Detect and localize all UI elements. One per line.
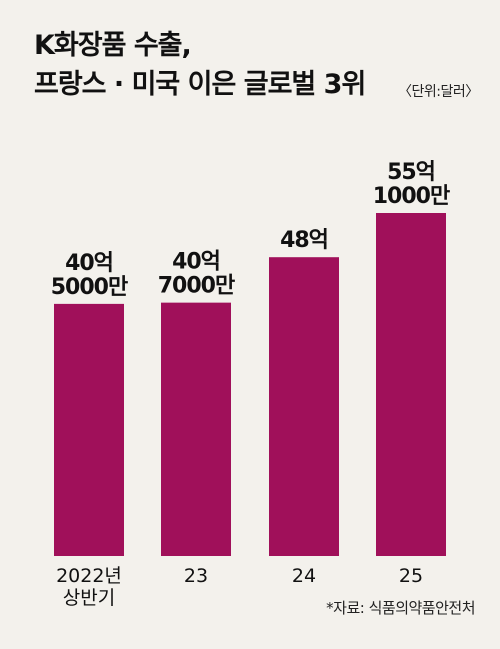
unit-note: 〈단위:달러〉 bbox=[398, 84, 479, 100]
bar-0 bbox=[54, 303, 124, 556]
source-note: *자료: 식품의약품안전처 bbox=[326, 599, 475, 617]
data-label-0-0: 40억 bbox=[65, 251, 113, 276]
data-label-1-1: 7000만 bbox=[158, 274, 235, 299]
data-label-3-0: 55억 bbox=[387, 160, 435, 185]
x-tick-label-0-1: 상반기 bbox=[63, 587, 115, 609]
bar-3 bbox=[376, 213, 446, 556]
x-tick-label-1-0: 23 bbox=[184, 565, 208, 587]
bar-1 bbox=[161, 302, 231, 556]
x-tick-label-3-0: 25 bbox=[399, 565, 423, 587]
data-label-2-0: 48억 bbox=[280, 228, 328, 253]
x-tick-label-2-0: 24 bbox=[292, 565, 316, 587]
data-label-3-1: 1000만 bbox=[373, 184, 450, 209]
title-line-1: K화장품 수출, bbox=[34, 30, 192, 61]
bar-2 bbox=[269, 257, 339, 556]
x-tick-label-0-0: 2022년 bbox=[56, 565, 122, 587]
chart-title: K화장품 수출, 프랑스 · 미국 이은 글로벌 3위 bbox=[34, 26, 366, 104]
data-label-1-0: 40억 bbox=[172, 250, 220, 275]
data-label-0-1: 5000만 bbox=[51, 275, 128, 300]
title-line-2: 프랑스 · 미국 이은 글로벌 3위 bbox=[34, 69, 366, 101]
